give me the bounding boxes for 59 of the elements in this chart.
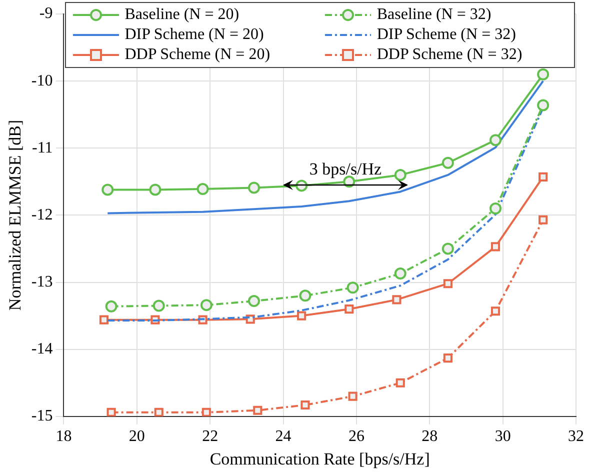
- point: [105, 300, 118, 312]
- point: [102, 184, 114, 196]
- point: [443, 279, 452, 288]
- point: [149, 184, 162, 196]
- point: [537, 99, 550, 112]
- annotation: 3 bps/s/Hz: [309, 159, 382, 178]
- point: [248, 182, 260, 194]
- y-tick-label: -11: [32, 139, 53, 156]
- point: [392, 295, 402, 304]
- y-tick-label: -14: [31, 340, 53, 358]
- point: [99, 315, 109, 324]
- point: [196, 183, 209, 196]
- x-tick-label: 26: [348, 428, 364, 446]
- point: [200, 299, 212, 312]
- point: [490, 306, 500, 316]
- x-tick-label: 28: [422, 428, 438, 446]
- legend-label: DDP Scheme (N = 20): [124, 45, 270, 65]
- point: [394, 268, 406, 280]
- y-axis-title: Normalized ELMMSE [dB]: [6, 120, 25, 311]
- x-tick-label: 24: [275, 428, 292, 446]
- point: [538, 215, 548, 224]
- point: [344, 304, 354, 314]
- point: [202, 408, 211, 416]
- x-tick-label: 18: [56, 428, 72, 446]
- point: [297, 311, 306, 320]
- x-tick-label: 20: [128, 428, 145, 446]
- legend-label: Baseline (N = 32): [376, 5, 492, 25]
- point: [348, 392, 358, 401]
- x-tick-label: 22: [202, 428, 218, 446]
- x-tick-label: 32: [568, 428, 584, 446]
- point: [154, 408, 164, 416]
- y-tick-label: -10: [31, 72, 53, 90]
- point: [106, 408, 116, 416]
- legend-label: DDP Scheme (N = 32): [376, 45, 522, 65]
- y-tick-label: -13: [31, 273, 53, 290]
- point: [442, 156, 454, 169]
- legend-label: DIP Scheme (N = 20): [124, 25, 264, 45]
- point: [537, 68, 550, 80]
- legend-label: DIP Scheme (N = 32): [376, 25, 516, 45]
- y-tick-label: -9: [39, 5, 53, 22]
- point: [300, 400, 310, 410]
- point: [346, 282, 359, 294]
- point: [152, 300, 165, 312]
- x-axis-title: Communication Rate [bps/s/Hz]: [210, 449, 430, 468]
- point: [490, 242, 500, 252]
- y-tick-label: -12: [31, 206, 53, 224]
- point: [442, 242, 454, 255]
- point: [538, 172, 548, 182]
- legend-label: Baseline (N = 20): [124, 5, 240, 25]
- point: [248, 295, 260, 308]
- point: [394, 168, 406, 181]
- point: [253, 406, 262, 415]
- x-tick-label: 30: [494, 428, 511, 446]
- point: [490, 202, 502, 214]
- point: [443, 354, 452, 363]
- point: [490, 134, 502, 146]
- point: [299, 290, 312, 302]
- point: [396, 378, 405, 388]
- y-tick-label: -15: [31, 408, 53, 425]
